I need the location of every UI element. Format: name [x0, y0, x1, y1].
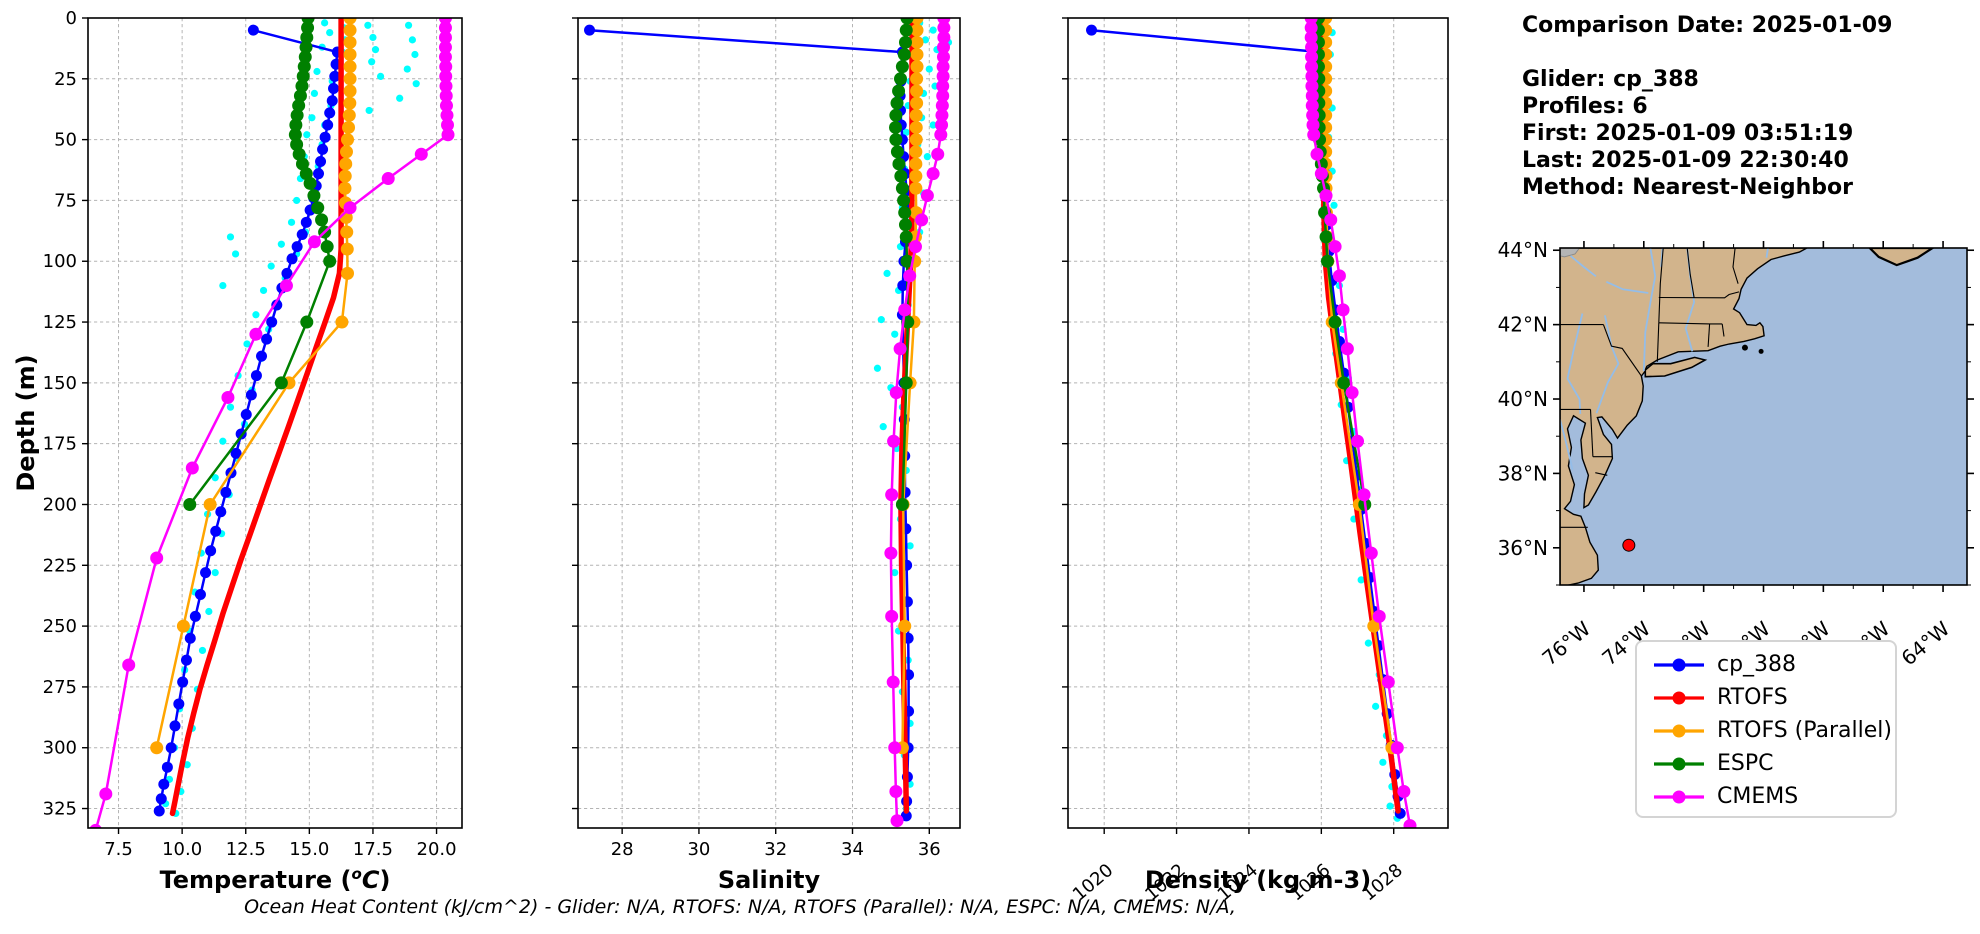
plot-data [1086, 18, 1417, 828]
ocean-heat-content-footer: Ocean Heat Content (kJ/cm^2) - Glider: N… [244, 896, 1236, 918]
series-cmems [1304, 18, 1417, 828]
plot-data [89, 18, 455, 828]
tick-label: 25 [54, 69, 77, 90]
comparison-method: Method: Nearest-Neighbor [1522, 175, 1853, 200]
legend-line-marker-icon [1654, 658, 1704, 671]
glider-location-marker [1622, 538, 1636, 552]
tick-label: 28 [611, 839, 634, 860]
series-rtofs [898, 18, 915, 814]
tick-label: 15.0 [289, 839, 329, 860]
comparison-info-block: Comparison Date: 2025-01-09 Glider: cp_3… [1522, 12, 1892, 201]
tick-label: 30 [687, 839, 710, 860]
legend-entry-rtofs-parallel-: RTOFS (Parallel) [1653, 714, 1895, 747]
tick-label: 12.5 [226, 839, 266, 860]
first-profile-time: First: 2025-01-09 03:51:19 [1522, 121, 1854, 146]
tick-label: 300 [43, 738, 77, 759]
axis-ticks: 28 30 32 34 36 [572, 17, 941, 860]
legend-entry-cp-388: cp_388 [1653, 648, 1895, 681]
y-axis-label: Depth (m) [12, 354, 40, 491]
legend-label: CMEMS [1717, 784, 1799, 809]
tick-label: 100 [43, 251, 77, 272]
series-espc [889, 18, 915, 511]
salinity-plot: 28 30 32 34 36 Salinity [572, 17, 961, 894]
tick-label: 75 [54, 190, 77, 211]
tick-label: 17.5 [353, 839, 393, 860]
last-profile-time: Last: 2025-01-09 22:30:40 [1522, 148, 1849, 173]
tick-label: 50 [54, 130, 77, 151]
island [1741, 344, 1748, 351]
tick-label: 7.5 [104, 839, 133, 860]
plot-frame [1067, 17, 1449, 829]
tick-label: 250 [43, 616, 77, 637]
map-lat-label: 44°N [1498, 238, 1548, 262]
tick-label: 10.0 [162, 839, 202, 860]
coastline-land [1560, 248, 1808, 585]
legend-label: RTOFS (Parallel) [1717, 718, 1892, 743]
map-lat-label: 40°N [1498, 387, 1548, 411]
series-rtofs [169, 18, 344, 817]
series-rtofs-parallel- [150, 18, 357, 755]
map-lat-label: 38°N [1498, 461, 1548, 485]
legend-label: ESPC [1717, 751, 1774, 776]
tick-label: 175 [43, 434, 77, 455]
tick-label: 20.0 [417, 839, 457, 860]
tick-label: 325 [43, 799, 77, 820]
tick-label: 225 [43, 555, 77, 576]
island [1758, 348, 1764, 354]
legend-entry-cmems: CMEMS [1653, 780, 1895, 813]
map-lat-label: 36°N [1498, 536, 1548, 560]
series-cp-388 [153, 24, 343, 817]
legend-line-marker-icon [1654, 724, 1704, 737]
location-map: 36°N38°N40°N42°N44°N76°W74°W72°W70°W68°W… [1498, 238, 1974, 670]
tick-label: 36 [918, 839, 941, 860]
series-cmems [884, 18, 951, 828]
temperature-plot: 7.5 10.0 12.5 15.0 17.5 20.0 0 25 50 75 100 125 150 1… [12, 8, 463, 894]
legend-label: RTOFS [1717, 685, 1788, 710]
map-lon-label: 64°W [1897, 616, 1955, 670]
tick-label: 0 [66, 8, 77, 29]
long-island [1644, 356, 1708, 378]
info-spacer [1522, 39, 1892, 66]
legend-line-marker-icon [1654, 790, 1704, 803]
x-axis-label: Salinity [718, 866, 821, 894]
plot-frame [87, 17, 463, 829]
nova-scotia [1868, 248, 1935, 267]
series-espc [183, 18, 337, 511]
gridlines [88, 17, 462, 828]
map-lon-label: 76°W [1537, 616, 1595, 670]
plot-data [584, 18, 953, 828]
plot-frame [577, 17, 961, 829]
series-cp-388 [1086, 24, 1406, 819]
legend-label: cp_388 [1717, 652, 1797, 677]
series-rtofs [1320, 18, 1401, 814]
tick-label: 150 [43, 373, 77, 394]
state-borders [1560, 248, 1740, 528]
legend-line-marker-icon [1654, 691, 1704, 704]
series-cp-388 [584, 24, 915, 822]
x-axis-label: Density (kg m-3) [1145, 866, 1371, 894]
comparison-date: Comparison Date: 2025-01-09 [1522, 13, 1893, 38]
tick-label: 200 [43, 494, 77, 515]
legend-entry-espc: ESPC [1653, 747, 1895, 780]
map-lat-label: 42°N [1498, 313, 1548, 337]
x-axis-label: Temperature (oC) [160, 865, 391, 894]
tick-label: 275 [43, 677, 77, 698]
legend: cp_388 RTOFS RTOFS (Parallel) ESPC CMEMS [1635, 640, 1897, 818]
tick-label: 34 [841, 839, 864, 860]
legend-line-marker-icon [1654, 757, 1704, 770]
tick-label: 32 [764, 839, 787, 860]
glider-name: Glider: cp_388 [1522, 67, 1699, 92]
series-cmems [89, 18, 455, 828]
legend-entry-rtofs: RTOFS [1653, 681, 1895, 714]
profile-count: Profiles: 6 [1522, 94, 1648, 119]
tick-label: 125 [43, 312, 77, 333]
axis-ticks: 7.5 10.0 12.5 15.0 17.5 20.0 0 25 50 75 100 125 150 1… [43, 8, 457, 860]
lake [1560, 248, 1581, 258]
